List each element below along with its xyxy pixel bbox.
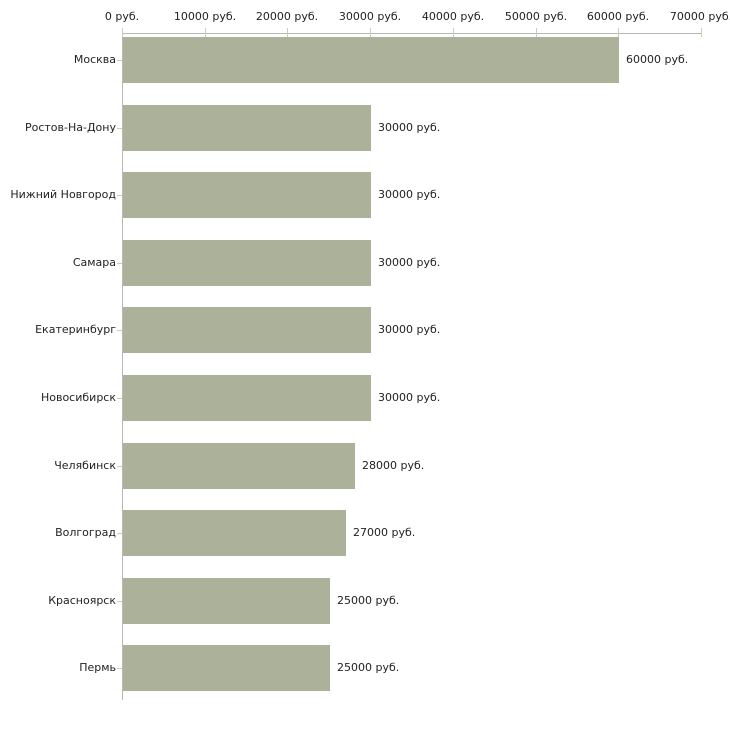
y-axis-line [122, 33, 123, 700]
category-label: Волгоград [55, 526, 116, 539]
value-label: 27000 руб. [353, 526, 416, 539]
value-label: 28000 руб. [362, 459, 425, 472]
bar [123, 510, 346, 556]
x-axis-tick-label: 60000 руб. [586, 10, 650, 23]
value-label: 30000 руб. [378, 121, 441, 134]
x-axis-tick-mark [453, 28, 454, 37]
x-axis-tick-mark [618, 28, 619, 37]
x-axis-tick-mark [287, 28, 288, 37]
category-tick-mark [117, 398, 122, 399]
x-axis-line [122, 33, 702, 34]
bar [123, 105, 371, 151]
bar [123, 307, 371, 353]
x-axis-tick-label: 30000 руб. [338, 10, 402, 23]
category-tick-mark [117, 60, 122, 61]
x-axis-tick-label: 10000 руб. [173, 10, 237, 23]
value-label: 25000 руб. [337, 594, 400, 607]
category-label: Екатеринбург [35, 323, 116, 336]
category-label: Новосибирск [40, 391, 116, 404]
category-label: Красноярск [48, 594, 116, 607]
category-label: Москва [73, 53, 116, 66]
x-axis-tick-mark [536, 28, 537, 37]
category-tick-mark [117, 668, 122, 669]
bar [123, 375, 371, 421]
bar [123, 578, 330, 624]
bar [123, 443, 355, 489]
bar [123, 172, 371, 218]
bar [123, 645, 330, 691]
bar [123, 240, 371, 286]
category-tick-mark [117, 195, 122, 196]
x-axis-tick-mark [370, 28, 371, 37]
value-label: 30000 руб. [378, 391, 441, 404]
x-axis-tick-mark [122, 28, 123, 37]
category-tick-mark [117, 128, 122, 129]
x-axis-tick-mark [205, 28, 206, 37]
x-axis-tick-label: 20000 руб. [255, 10, 319, 23]
x-axis-tick-mark [701, 28, 702, 37]
value-label: 30000 руб. [378, 256, 441, 269]
x-axis-tick-label: 70000 руб. [669, 10, 730, 23]
value-label: 30000 руб. [378, 323, 441, 336]
category-label: Пермь [79, 661, 116, 674]
x-axis-tick-label: 40000 руб. [421, 10, 485, 23]
category-label: Самара [72, 256, 116, 269]
category-tick-mark [117, 263, 122, 264]
category-tick-mark [117, 601, 122, 602]
value-label: 25000 руб. [337, 661, 400, 674]
category-tick-mark [117, 533, 122, 534]
category-label: Челябинск [54, 459, 116, 472]
category-tick-mark [117, 330, 122, 331]
x-axis-tick-label: 0 руб. [104, 10, 140, 23]
bar [123, 37, 619, 83]
x-axis-tick-label: 50000 руб. [504, 10, 568, 23]
value-label: 60000 руб. [626, 53, 689, 66]
category-label: Ростов-На-Дону [24, 121, 116, 134]
category-tick-mark [117, 466, 122, 467]
value-label: 30000 руб. [378, 188, 441, 201]
category-label: Нижний Новгород [10, 188, 116, 201]
